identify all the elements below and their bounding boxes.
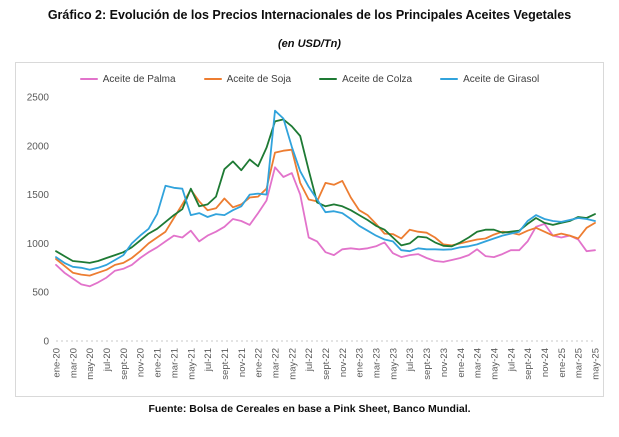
svg-text:0: 0 (43, 337, 49, 348)
legend-item-aceite-de-girasol: Aceite de Girasol (440, 74, 539, 85)
svg-text:nov-20: nov-20 (136, 348, 147, 377)
legend-label: Aceite de Girasol (463, 73, 540, 85)
svg-text:jul-21: jul-21 (203, 348, 214, 372)
legend-label: Aceite de Soja (226, 73, 292, 85)
svg-text:sept-20: sept-20 (119, 348, 130, 380)
svg-text:mar-25: mar-25 (574, 348, 585, 378)
chart-legend: Aceite de Palma Aceite de Soja Aceite de C… (20, 71, 599, 87)
chart-container: Aceite de Palma Aceite de Soja Aceite de C… (15, 62, 604, 397)
svg-text:ene-23: ene-23 (355, 348, 366, 378)
line-aceite-de-palma (55, 166, 596, 288)
svg-text:1000: 1000 (27, 239, 50, 250)
svg-text:sept-24: sept-24 (523, 348, 534, 380)
legend-label: Aceite de Palma (102, 73, 176, 85)
chart-subtitle: (en USD/Tn) (278, 38, 341, 50)
svg-text:mar-21: mar-21 (169, 348, 180, 378)
legend-item-aceite-de-soja: Aceite de Soja (203, 73, 292, 85)
svg-text:nov-24: nov-24 (540, 348, 551, 377)
legend-swatch-icon (203, 77, 222, 81)
legend-item-aceite-de-colza: Aceite de Colza (319, 74, 412, 85)
svg-text:jul-24: jul-24 (506, 348, 517, 372)
svg-text:sept-22: sept-22 (321, 348, 332, 380)
svg-text:2500: 2500 (27, 93, 50, 104)
svg-text:500: 500 (32, 288, 49, 299)
svg-text:ene-21: ene-21 (153, 348, 164, 378)
price-line-chart: 0 500 1000 1500 2000 2500 ene-20 mar-20 may-20 ju… (27, 93, 602, 380)
svg-text:nov-21: nov-21 (237, 348, 248, 377)
svg-text:may-20: may-20 (85, 348, 96, 380)
svg-text:may-25: may-25 (591, 348, 602, 380)
svg-text:ene-20: ene-20 (52, 348, 63, 378)
svg-text:ene-22: ene-22 (254, 348, 265, 378)
svg-text:jul-22: jul-22 (304, 348, 315, 372)
legend-swatch-icon (440, 77, 459, 81)
svg-text:mar-24: mar-24 (473, 348, 484, 378)
svg-text:mar-20: mar-20 (68, 348, 79, 378)
svg-text:nov-22: nov-22 (338, 348, 349, 377)
svg-text:ene-24: ene-24 (456, 348, 467, 378)
svg-text:mar-23: mar-23 (372, 348, 383, 378)
svg-text:may-21: may-21 (186, 348, 197, 380)
legend-swatch-icon (79, 77, 98, 81)
svg-text:jul-23: jul-23 (405, 348, 416, 372)
svg-text:1500: 1500 (27, 190, 50, 201)
svg-text:sept-21: sept-21 (220, 348, 231, 380)
line-aceite-de-girasol (55, 109, 596, 271)
svg-text:may-22: may-22 (287, 348, 298, 380)
svg-text:jul-20: jul-20 (102, 348, 113, 372)
svg-text:2000: 2000 (27, 141, 50, 152)
x-axis-labels: ene-20 mar-20 may-20 jul-20 sept-20 nov-20 ene… (52, 348, 602, 380)
svg-text:mar-22: mar-22 (271, 348, 282, 378)
source-note: Fuente: Bolsa de Cereales en base a Pink… (148, 403, 471, 415)
svg-text:may-24: may-24 (489, 348, 500, 380)
chart-title: Gráfico 2: Evolución de los Precios Inte… (47, 8, 572, 22)
svg-text:may-23: may-23 (388, 348, 399, 380)
line-aceite-de-colza (55, 118, 596, 264)
legend-item-aceite-de-palma: Aceite de Palma (79, 73, 176, 85)
svg-text:nov-23: nov-23 (439, 348, 450, 377)
y-axis-labels: 0 500 1000 1500 2000 2500 (27, 93, 50, 348)
svg-text:ene-25: ene-25 (557, 348, 568, 378)
legend-label: Aceite de Colza (342, 73, 413, 85)
svg-text:sept-23: sept-23 (422, 348, 433, 380)
legend-swatch-icon (319, 77, 338, 81)
